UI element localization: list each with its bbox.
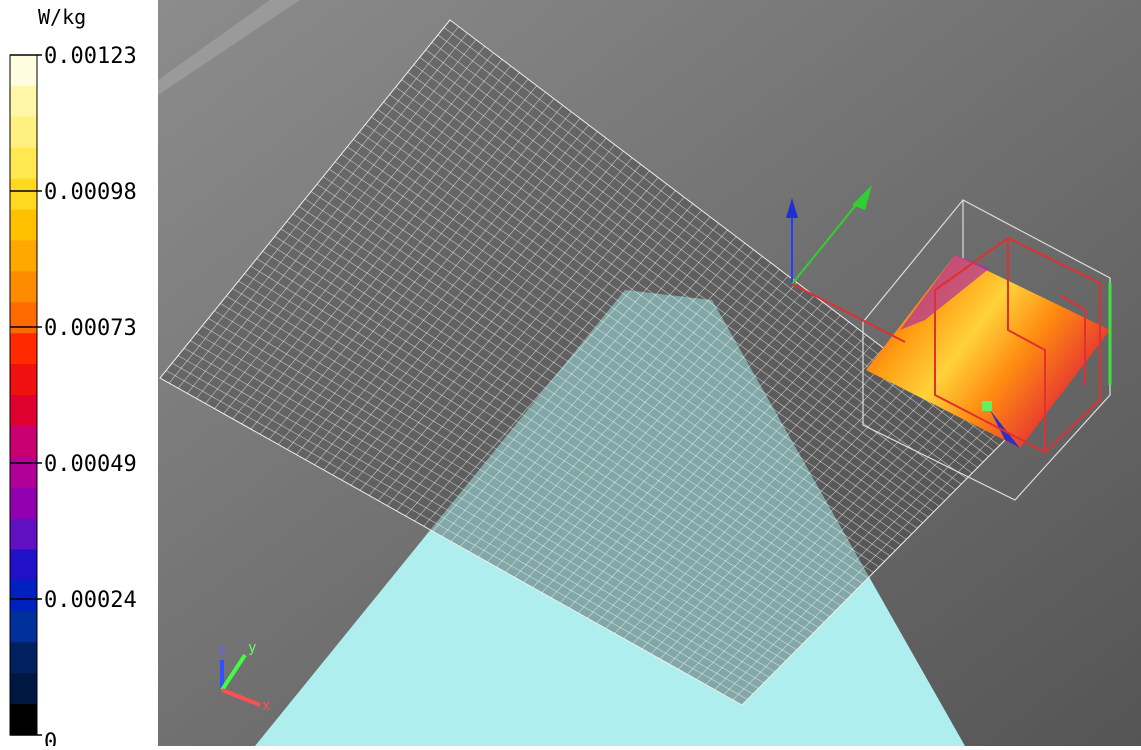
grid-line [328, 168, 896, 551]
color-band [10, 580, 37, 612]
grid-line [202, 325, 781, 667]
grid-line [335, 161, 902, 546]
tick-label: 0.00073 [44, 316, 137, 341]
grid-line [214, 310, 792, 656]
grid-line [220, 303, 797, 651]
color-band [10, 178, 37, 211]
grid-line [165, 370, 748, 700]
color-band [10, 240, 37, 272]
tick-label: 0.00098 [44, 180, 137, 205]
color-band [10, 673, 37, 705]
color-band [10, 85, 37, 118]
grid-line [389, 94, 951, 496]
color-band [10, 333, 37, 365]
grid-line [353, 139, 918, 529]
tick-label: 0 [44, 730, 57, 746]
grid-line [196, 332, 776, 673]
grid-line [190, 340, 770, 678]
grid-line [413, 64, 973, 474]
phone-outline [934, 236, 1101, 454]
color-band [10, 302, 37, 334]
color-band [10, 55, 37, 87]
color-band [10, 611, 37, 643]
grid-line [365, 124, 929, 518]
grid-line [341, 153, 907, 540]
grid-line [232, 288, 808, 640]
color-band [10, 271, 37, 303]
grid-line [274, 235, 847, 601]
grid-line [316, 183, 885, 562]
axis-z: z [218, 644, 226, 660]
grid-lines [165, 26, 1000, 701]
sar-low2 [990, 410, 1020, 448]
tick-label: 0.00049 [44, 452, 137, 477]
axes-gizmo [786, 185, 906, 343]
floor-edge [158, 0, 300, 95]
sar-low [900, 255, 990, 330]
color-band [10, 395, 37, 427]
color-band [10, 549, 37, 581]
grid-line [401, 79, 962, 485]
grid-line [268, 243, 841, 606]
grid-line [431, 42, 989, 457]
color-band [10, 364, 37, 396]
colorbar-ticks: 0.00123 0.00098 0.00073 0.00049 0.00024 0 [10, 44, 137, 750]
color-band [10, 425, 37, 458]
grid-line [359, 131, 924, 524]
color-band [10, 209, 37, 241]
grid-line [383, 101, 945, 502]
grid-line [304, 198, 874, 573]
grid-line [298, 206, 869, 579]
color-band [10, 704, 37, 736]
grid-line [226, 295, 803, 645]
color-band [10, 487, 37, 520]
grid-line [244, 273, 819, 629]
grid-line [171, 362, 754, 695]
peak [982, 401, 992, 411]
grid-line [262, 250, 836, 612]
color-band [10, 518, 37, 551]
grid-line [292, 213, 863, 584]
grid-line [250, 265, 825, 623]
grid-line [347, 146, 913, 535]
grid-line [371, 116, 934, 513]
colorbar-unit: W/kg [38, 5, 86, 29]
grid-line [280, 228, 852, 595]
color-band [10, 147, 37, 180]
grid-line [407, 71, 967, 479]
grid-line [322, 176, 891, 557]
colorbar [9, 54, 38, 736]
grid-line [238, 280, 814, 634]
tick-label: 0.00024 [44, 588, 137, 613]
color-band [10, 642, 37, 674]
grid-line [310, 191, 880, 568]
tick-label: 0.00123 [44, 44, 137, 69]
grid-line [419, 57, 978, 468]
grid-line [183, 347, 765, 684]
grid-line [377, 109, 940, 507]
grid-line [425, 49, 984, 463]
color-band [10, 116, 37, 149]
axis-y: y [248, 640, 256, 656]
grid-line [395, 86, 956, 490]
color-band [10, 456, 37, 489]
triad: z y x [218, 640, 270, 714]
grid-line [177, 355, 759, 689]
grid-line [256, 258, 830, 617]
axis-x: x [262, 698, 270, 714]
grid-line [208, 318, 787, 662]
grid-line [286, 221, 858, 590]
